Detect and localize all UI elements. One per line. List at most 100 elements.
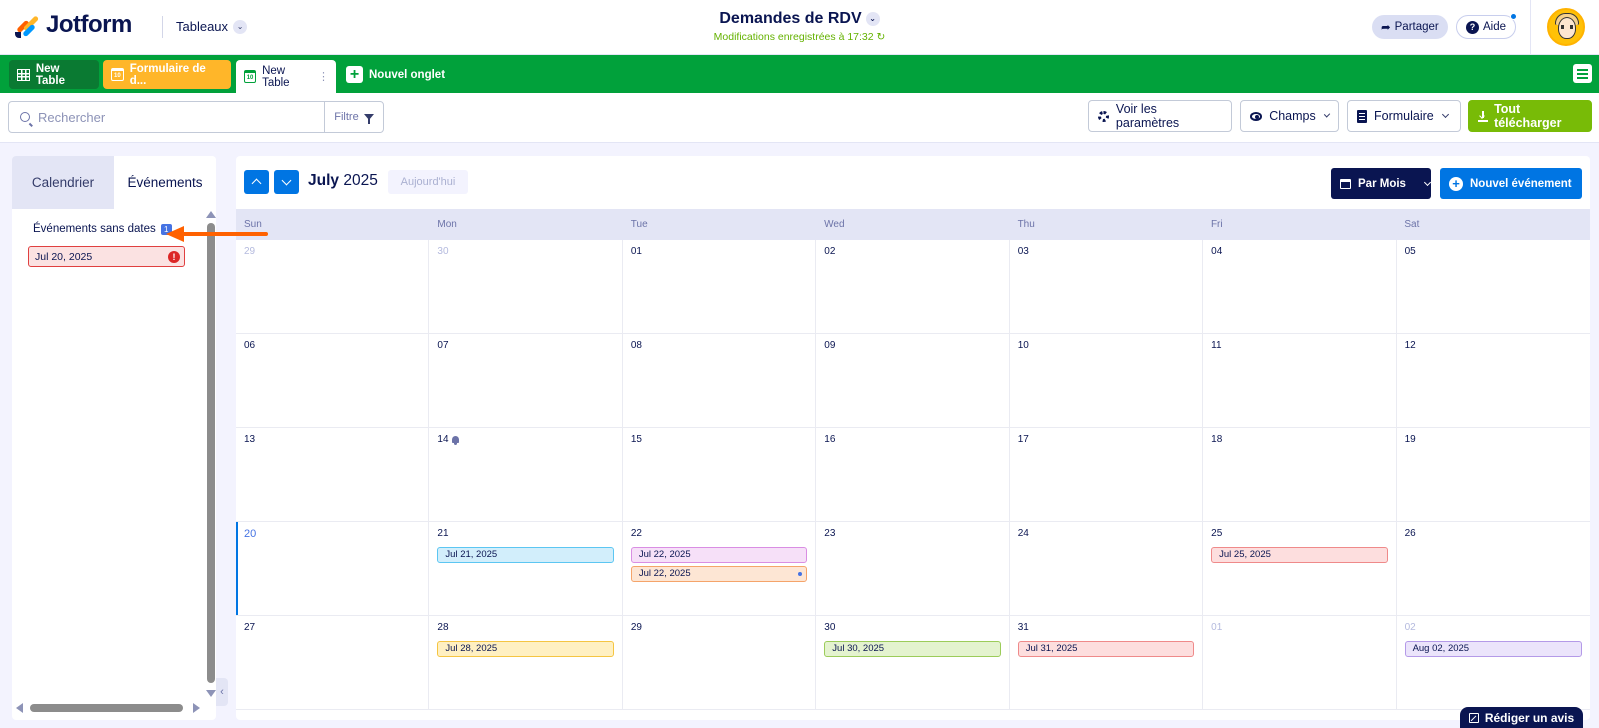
chevron-down-icon[interactable]: ⌄ <box>865 11 880 26</box>
day-cell[interactable]: 12 <box>1396 334 1590 428</box>
share-button[interactable]: ➦ Partager <box>1372 15 1448 39</box>
tab-label: Nouvel onglet <box>369 68 446 81</box>
weekday-label: Thu <box>1017 219 1035 230</box>
share-label: Partager <box>1394 21 1439 33</box>
fields-dropdown[interactable]: Champs <box>1240 100 1339 132</box>
bell-icon <box>451 436 459 445</box>
calendar-event[interactable]: Aug 02, 2025 <box>1404 641 1582 657</box>
day-cell[interactable]: 10 <box>1009 334 1204 428</box>
day-cell[interactable]: 20 <box>236 522 430 616</box>
calendar-event[interactable]: Jul 22, 2025 <box>630 547 808 563</box>
tab-form[interactable]: 10 Formulaire de d... <box>103 60 231 89</box>
search-input[interactable] <box>38 109 318 125</box>
calendar-event[interactable]: Jul 28, 2025 <box>437 641 614 657</box>
write-review-button[interactable]: Rédiger un avis <box>1460 707 1583 728</box>
day-number-text: 11 <box>1211 340 1222 351</box>
view-mode-dropdown[interactable]: Par Mois <box>1331 168 1431 199</box>
day-cell[interactable]: 30 <box>429 240 623 334</box>
day-cell[interactable]: 30 Jul 30, 2025 <box>816 616 1010 710</box>
day-cell[interactable]: 18 <box>1203 428 1397 522</box>
calendar-event[interactable]: Jul 30, 2025 <box>824 641 1001 657</box>
calendar-event[interactable]: Jul 21, 2025 <box>437 547 614 563</box>
day-cell[interactable]: 28 Jul 28, 2025 <box>429 616 623 710</box>
day-cell[interactable]: 06 <box>236 334 430 428</box>
day-cell[interactable]: 29 <box>622 616 817 710</box>
today-button[interactable]: Aujourd'hui <box>388 170 468 194</box>
day-cell[interactable]: 25 Jul 25, 2025 <box>1203 522 1397 616</box>
next-month-button[interactable] <box>274 170 299 194</box>
grid-icon <box>17 68 30 81</box>
day-number-text: 24 <box>1017 528 1029 539</box>
day-cell[interactable]: 13 <box>236 428 430 522</box>
previous-month-button[interactable] <box>244 170 269 194</box>
calendar-event[interactable]: Jul 31, 2025 <box>1017 641 1195 657</box>
plus-icon: + <box>346 66 363 83</box>
tab-menu-icon[interactable]: ⋮ <box>318 71 329 83</box>
calendar-icon: 10 <box>111 68 124 81</box>
header-divider <box>162 16 163 38</box>
day-cell[interactable]: 01 <box>622 240 817 334</box>
collapse-sidebar-button[interactable]: ‹ <box>216 678 228 706</box>
scroll-up-arrow-icon[interactable] <box>206 211 216 218</box>
tab-new-table-calendar[interactable]: 10 New Table ⋮ <box>236 60 336 93</box>
tab-new-table-grid[interactable]: New Table <box>9 60 99 89</box>
day-number: 03 <box>1018 246 1029 257</box>
day-cell[interactable]: 01 <box>1203 616 1397 710</box>
weekday-label: Sat <box>1404 219 1420 230</box>
horizontal-scrollbar[interactable] <box>12 702 204 714</box>
day-cell[interactable]: 19 <box>1396 428 1590 522</box>
day-cell[interactable]: 27 <box>236 616 430 710</box>
day-cell[interactable]: 11 <box>1203 334 1397 428</box>
download-label: Tout télécharger <box>1494 102 1562 130</box>
form-dropdown[interactable]: Formulaire <box>1347 100 1461 132</box>
day-cell[interactable]: 03 <box>1009 240 1204 334</box>
help-button[interactable]: ? Aide <box>1456 13 1518 39</box>
filter-button[interactable]: Filtre <box>324 102 383 132</box>
day-cell[interactable]: 14 <box>429 428 623 522</box>
page-title-text[interactable]: Demandes de RDV <box>719 10 862 27</box>
chevron-down-icon <box>1323 111 1331 118</box>
calendar-event[interactable]: Jul 25, 2025 <box>1211 547 1388 563</box>
day-number-text: 20 <box>244 528 257 540</box>
calendar-event[interactable]: Jul 22, 2025 <box>630 566 808 582</box>
download-all-button[interactable]: Tout télécharger <box>1468 100 1592 132</box>
scrollbar-thumb[interactable] <box>30 704 183 712</box>
day-cell[interactable]: 02 <box>816 240 1010 334</box>
new-event-button[interactable]: + Nouvel événement <box>1440 168 1582 199</box>
event-label: Jul 28, 2025 <box>445 643 498 654</box>
day-number: 18 <box>1211 434 1222 445</box>
day-cell[interactable]: 02 Aug 02, 2025 <box>1396 616 1590 710</box>
day-cell[interactable]: 07 <box>429 334 623 428</box>
new-tab-button[interactable]: + Nouvel onglet <box>338 60 458 89</box>
jotform-logo[interactable]: Jotform <box>14 11 132 39</box>
workspace-dropdown[interactable]: Tableaux ⌄ <box>176 19 248 34</box>
day-number: 22 <box>631 528 642 539</box>
day-cell[interactable]: 21 Jul 21, 2025 <box>429 522 623 616</box>
day-cell[interactable]: 05 <box>1396 240 1590 334</box>
day-cell[interactable]: 15 <box>622 428 817 522</box>
scroll-left-arrow-icon[interactable] <box>16 703 23 713</box>
tab-events[interactable]: Événements <box>114 156 216 209</box>
day-cell[interactable]: 09 <box>816 334 1010 428</box>
scroll-down-arrow-icon[interactable] <box>206 690 216 697</box>
tab-calendar[interactable]: Calendrier <box>12 156 114 209</box>
scroll-right-arrow-icon[interactable] <box>193 703 200 713</box>
day-cell[interactable]: 16 <box>816 428 1010 522</box>
day-cell[interactable]: 22 Jul 22, 2025 Jul 22, 2025 <box>622 522 817 616</box>
day-cell[interactable]: 23 <box>816 522 1010 616</box>
day-number: 05 <box>1405 246 1416 257</box>
day-cell[interactable]: 08 <box>622 334 817 428</box>
day-cell[interactable]: 04 <box>1203 240 1397 334</box>
day-cell[interactable]: 26 <box>1396 522 1590 616</box>
view-settings-button[interactable]: Voir les paramètres <box>1088 100 1232 132</box>
hamburger-menu-icon[interactable] <box>1573 64 1592 83</box>
day-cell[interactable]: 31 Jul 31, 2025 <box>1009 616 1204 710</box>
vertical-scrollbar[interactable] <box>205 211 216 697</box>
day-cell[interactable]: 29 <box>236 240 430 334</box>
scrollbar-thumb[interactable] <box>207 223 215 683</box>
day-cell[interactable]: 24 <box>1009 522 1204 616</box>
event-indicator-dot <box>798 572 803 576</box>
avatar[interactable] <box>1547 8 1585 46</box>
day-cell[interactable]: 17 <box>1009 428 1204 522</box>
undated-event-item[interactable]: Jul 20, 2025 ! <box>28 246 185 267</box>
